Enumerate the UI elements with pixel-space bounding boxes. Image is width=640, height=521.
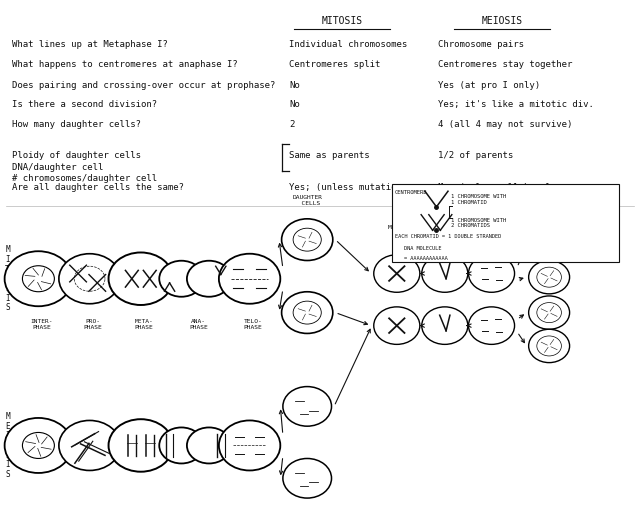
Circle shape xyxy=(537,235,561,255)
Circle shape xyxy=(22,432,54,458)
Circle shape xyxy=(59,254,120,304)
Circle shape xyxy=(293,301,321,324)
Text: MITOSIS: MITOSIS xyxy=(322,16,363,26)
Circle shape xyxy=(22,266,54,292)
Text: No: No xyxy=(289,100,300,109)
Text: 1 CHROMOSOME WITH
1 CHROMATID: 1 CHROMOSOME WITH 1 CHROMATID xyxy=(451,194,506,205)
Circle shape xyxy=(537,336,561,356)
Text: DNA MOLECULE: DNA MOLECULE xyxy=(404,246,442,251)
Text: 4 (all 4 may not survive): 4 (all 4 may not survive) xyxy=(438,120,573,129)
Circle shape xyxy=(529,260,570,294)
Text: TELO-
PHASE: TELO- PHASE xyxy=(243,319,262,330)
Text: Chromosome pairs: Chromosome pairs xyxy=(438,40,524,48)
Text: Is there a second division?: Is there a second division? xyxy=(12,100,157,109)
Circle shape xyxy=(159,260,204,297)
Text: 1 CHROMOSOME WITH
2 CHROMATIDS: 1 CHROMOSOME WITH 2 CHROMATIDS xyxy=(451,218,506,228)
Circle shape xyxy=(219,420,280,470)
Circle shape xyxy=(282,292,333,333)
Text: How many daughter cells?: How many daughter cells? xyxy=(12,120,141,129)
Circle shape xyxy=(159,427,204,464)
Text: What lines up at Metaphase I?: What lines up at Metaphase I? xyxy=(12,40,168,48)
Text: No: No xyxy=(289,81,300,90)
Text: Are all daughter cells the same?: Are all daughter cells the same? xyxy=(12,183,184,192)
Circle shape xyxy=(537,303,561,322)
Circle shape xyxy=(282,219,333,260)
Text: Yes; it's like a mitotic div.: Yes; it's like a mitotic div. xyxy=(438,100,595,109)
Circle shape xyxy=(283,458,332,498)
Text: 1/2 of parents: 1/2 of parents xyxy=(438,151,514,160)
Text: TELO.
  II: TELO. II xyxy=(482,225,501,235)
Text: ANA-
PHASE: ANA- PHASE xyxy=(189,319,208,330)
Circle shape xyxy=(59,420,120,470)
Circle shape xyxy=(187,260,231,297)
Circle shape xyxy=(4,251,72,306)
Circle shape xyxy=(468,307,515,344)
Text: M
E
I
O
S
I
S: M E I O S I S xyxy=(5,412,10,479)
Circle shape xyxy=(529,228,570,262)
Text: MEIOSIS: MEIOSIS xyxy=(482,16,523,26)
Text: DAUGHTER
  CELLS: DAUGHTER CELLS xyxy=(292,195,322,206)
Text: No; (unless all homologous
    chromosomes are identical): No; (unless all homologous chromosomes a… xyxy=(438,183,600,204)
Text: PRO-
PHASE: PRO- PHASE xyxy=(83,319,102,330)
Text: Individual chromosomes: Individual chromosomes xyxy=(289,40,408,48)
Text: CENTROMERE: CENTROMERE xyxy=(395,190,428,195)
Text: Yes (at pro I only): Yes (at pro I only) xyxy=(438,81,541,90)
Text: = AAAAAAAAAAAA: = AAAAAAAAAAAA xyxy=(404,256,448,262)
Text: Centromeres split: Centromeres split xyxy=(289,60,381,69)
Text: INTER-
PHASE: INTER- PHASE xyxy=(30,319,53,330)
Text: Ploidy of daughter cells
DNA/daughter cell
# chromosomes/daughter cell: Ploidy of daughter cells DNA/daughter ce… xyxy=(12,151,157,183)
Circle shape xyxy=(109,419,173,472)
Circle shape xyxy=(422,307,468,344)
Circle shape xyxy=(109,253,173,305)
Text: M
I
T
O
S
I
S: M I T O S I S xyxy=(5,245,10,312)
Circle shape xyxy=(374,255,420,292)
Circle shape xyxy=(468,255,515,292)
Text: META.
  II: META. II xyxy=(387,225,406,235)
Text: ANA.
  II: ANA. II xyxy=(437,225,452,235)
Circle shape xyxy=(537,267,561,287)
Circle shape xyxy=(529,296,570,329)
Text: META-
PHASE: META- PHASE xyxy=(134,319,154,330)
Circle shape xyxy=(4,418,72,473)
Text: 2: 2 xyxy=(289,120,294,129)
Text: What happens to centromeres at anaphase I?: What happens to centromeres at anaphase … xyxy=(12,60,237,69)
Text: Centromeres stay together: Centromeres stay together xyxy=(438,60,573,69)
FancyBboxPatch shape xyxy=(392,184,619,262)
Text: Does pairing and crossing-over occur at prophase?: Does pairing and crossing-over occur at … xyxy=(12,81,275,90)
Circle shape xyxy=(422,255,468,292)
Text: EACH CHROMATID = 1 DOUBLE STRANDED: EACH CHROMATID = 1 DOUBLE STRANDED xyxy=(395,234,501,240)
Text: Same as parents: Same as parents xyxy=(289,151,370,160)
Circle shape xyxy=(187,427,231,464)
Circle shape xyxy=(374,307,420,344)
Circle shape xyxy=(283,387,332,426)
Circle shape xyxy=(529,329,570,363)
Text: Yes; (unless mutation occurs): Yes; (unless mutation occurs) xyxy=(289,183,445,192)
Circle shape xyxy=(219,254,280,304)
Circle shape xyxy=(293,228,321,251)
